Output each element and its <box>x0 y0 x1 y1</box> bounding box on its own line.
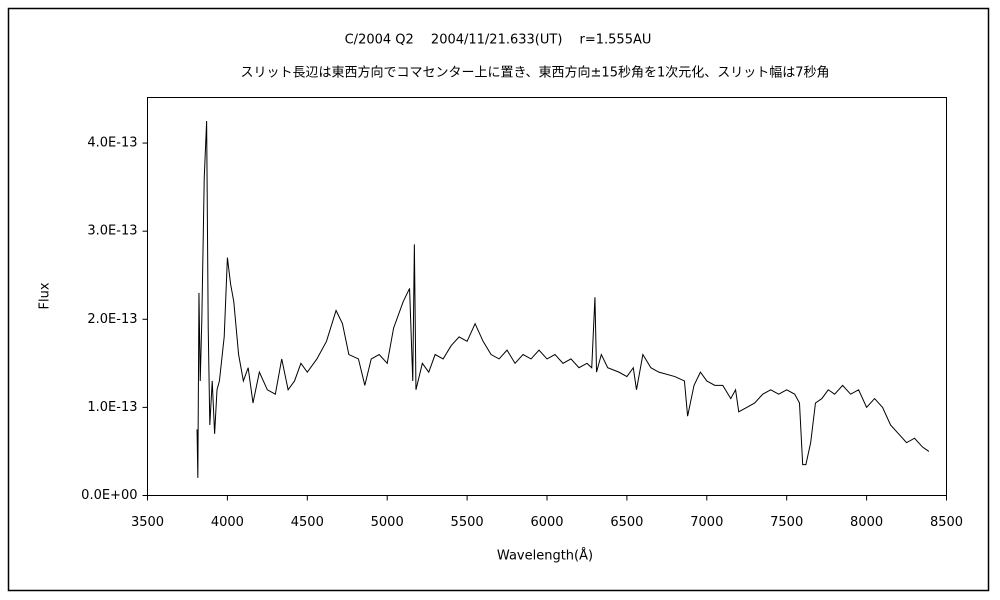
y-axis-label: Flux <box>38 282 53 309</box>
x-tick-label: 4000 <box>211 515 244 530</box>
x-tick-label: 4500 <box>291 515 324 530</box>
x-tick-label: 6500 <box>610 515 643 530</box>
x-tick-label: 5500 <box>451 515 484 530</box>
x-tick-label: 3500 <box>131 515 164 530</box>
y-tick-label: 2.0E-13 <box>87 312 137 327</box>
y-tick-label: 0.0E+00 <box>81 488 137 503</box>
x-tick-label: 7500 <box>770 515 803 530</box>
x-tick-label: 5000 <box>371 515 404 530</box>
spectrum-line <box>196 121 930 478</box>
chart-title: C/2004 Q2 2004/11/21.633(UT) r=1.555AU <box>345 33 652 48</box>
chart-border <box>7 7 990 592</box>
y-tick-label: 1.0E-13 <box>87 400 137 415</box>
x-axis-label: Wavelength(Å) <box>497 548 593 564</box>
y-tick-label: 4.0E-13 <box>87 136 137 151</box>
chart-subtitle: スリット長辺は東西方向でコマセンター上に置き、東西方向±15秒角を1次元化、スリ… <box>240 65 829 81</box>
y-tick-label: 3.0E-13 <box>87 224 137 239</box>
x-tick-label: 7000 <box>690 515 723 530</box>
x-tick-label: 6000 <box>530 515 563 530</box>
x-tick-label: 8000 <box>850 515 883 530</box>
x-tick-label: 8500 <box>930 515 963 530</box>
